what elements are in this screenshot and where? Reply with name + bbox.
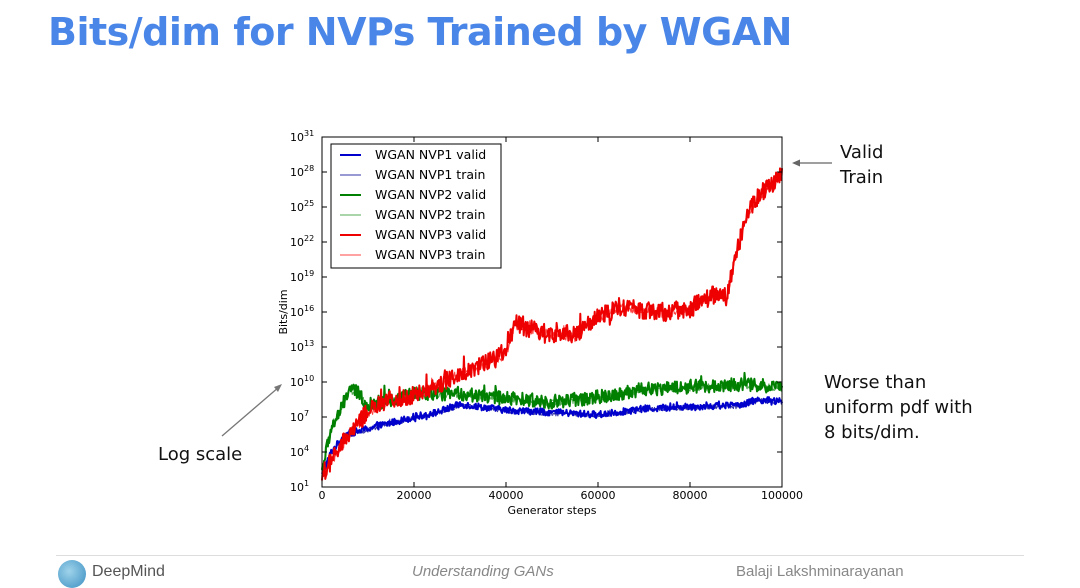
legend-label: WGAN NVP2 valid bbox=[375, 187, 486, 202]
annotation-train: Train bbox=[840, 167, 884, 188]
legend-label: WGAN NVP1 valid bbox=[375, 147, 486, 162]
legend-label: WGAN NVP1 train bbox=[375, 167, 485, 182]
x-tick-label: 20000 bbox=[397, 489, 432, 502]
log-scale-annotation: Log scale bbox=[158, 444, 243, 465]
log-scale-arrow bbox=[221, 386, 280, 437]
x-tick-label: 60000 bbox=[581, 489, 616, 502]
footer-talk-title: Understanding GANs bbox=[412, 563, 554, 580]
legend-label: WGAN NVP2 train bbox=[375, 207, 485, 222]
y-axis-label: Bits/dim bbox=[277, 289, 290, 334]
y-tick-label: 1010 bbox=[290, 374, 314, 389]
deepmind-logo-icon bbox=[58, 560, 86, 588]
valid-train-arrowhead bbox=[792, 159, 800, 167]
legend-label: WGAN NVP3 valid bbox=[375, 227, 486, 242]
series-layer bbox=[321, 167, 783, 481]
annotation-valid: Valid bbox=[840, 142, 884, 163]
worse-than-uniform-annotation: Worse than uniform pdf with 8 bits/dim. bbox=[824, 370, 973, 445]
y-tick-label: 1028 bbox=[290, 164, 314, 179]
legend-box bbox=[330, 143, 502, 269]
y-tick-label: 1019 bbox=[290, 269, 314, 284]
footer-brand: DeepMind bbox=[92, 563, 165, 580]
x-tick-label: 100000 bbox=[761, 489, 803, 502]
y-tick-label: 1013 bbox=[290, 339, 314, 354]
x-axis-label: Generator steps bbox=[508, 504, 597, 517]
annotation-line-2: uniform pdf with bbox=[824, 397, 973, 418]
footer-divider bbox=[56, 555, 1024, 556]
chart: 0 20000 40000 60000 80000 100000 101 104 107 1010… bbox=[221, 129, 832, 517]
series-line-1 bbox=[321, 396, 783, 475]
axes-layer: 0 20000 40000 60000 80000 100000 101 104 107 1010… bbox=[277, 129, 803, 517]
x-tick-label: 40000 bbox=[489, 489, 524, 502]
y-tick-label: 104 bbox=[290, 444, 309, 459]
y-tick-label: 1025 bbox=[290, 199, 314, 214]
y-tick-label: 101 bbox=[290, 479, 309, 494]
series-line-5 bbox=[321, 167, 783, 481]
y-tick-label: 107 bbox=[290, 409, 309, 424]
annotation-line-3: 8 bits/dim. bbox=[824, 422, 920, 443]
legend: WGAN NVP1 valid WGAN NVP1 train WGAN NVP2 … bbox=[330, 143, 502, 269]
slide-title: Bits/dim for NVPs Trained by WGAN bbox=[48, 10, 792, 54]
valid-train-annotation: Valid Train bbox=[840, 140, 883, 190]
annotation-line-1: Worse than bbox=[824, 372, 927, 393]
y-tick-label: 1031 bbox=[290, 129, 314, 144]
x-tick-label: 80000 bbox=[673, 489, 708, 502]
y-tick-label: 1022 bbox=[290, 234, 314, 249]
y-tick-label: 1016 bbox=[290, 304, 314, 319]
footer-author: Balaji Lakshminarayanan bbox=[736, 563, 904, 580]
legend-label: WGAN NVP3 train bbox=[375, 247, 485, 262]
x-tick-label: 0 bbox=[319, 489, 326, 502]
log-scale-arrowhead bbox=[274, 384, 282, 392]
